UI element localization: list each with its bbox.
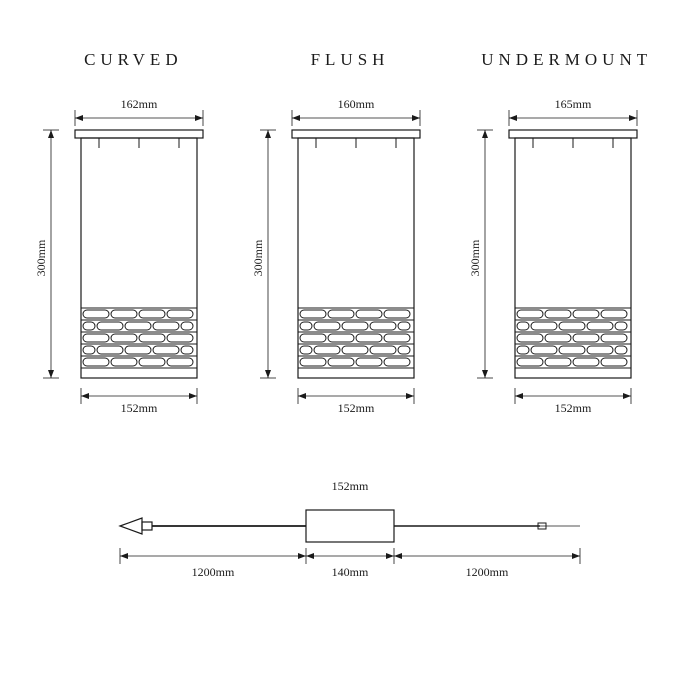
- cable-diagram: 152mm 1200mm: [30, 478, 670, 598]
- bottom-width-label: 152mm: [554, 401, 591, 415]
- top-width-label: 165mm: [554, 98, 591, 111]
- cable-left-span: 1200mm: [192, 565, 235, 579]
- variant-drawing: 165mm: [467, 98, 667, 418]
- height-label: 300mm: [34, 239, 48, 276]
- cable-top-label: 152mm: [332, 479, 369, 493]
- height-label: 300mm: [468, 239, 482, 276]
- bottom-width-label: 152mm: [338, 401, 375, 415]
- variant-flush: FLUSH 160mm: [247, 50, 454, 418]
- variant-drawing: 160mm: [250, 98, 450, 418]
- variant-title: FLUSH: [311, 50, 390, 70]
- spec-diagram: CURVED 162mm: [0, 0, 700, 700]
- grille: [81, 308, 197, 368]
- bottom-width-label: 152mm: [121, 401, 158, 415]
- variant-title: CURVED: [84, 50, 183, 70]
- variant-curved: CURVED 162mm: [30, 50, 237, 418]
- height-label: 300mm: [251, 239, 265, 276]
- variant-undermount: UNDERMOUNT 165mm: [463, 50, 670, 418]
- cable-mid-span: 140mm: [332, 565, 369, 579]
- variants-row: CURVED 162mm: [30, 50, 670, 418]
- variant-title: UNDERMOUNT: [481, 50, 652, 70]
- variant-drawing: 162mm: [33, 98, 233, 418]
- top-width-label: 160mm: [338, 98, 375, 111]
- top-width-label: 162mm: [121, 98, 158, 111]
- cable-right-span: 1200mm: [466, 565, 509, 579]
